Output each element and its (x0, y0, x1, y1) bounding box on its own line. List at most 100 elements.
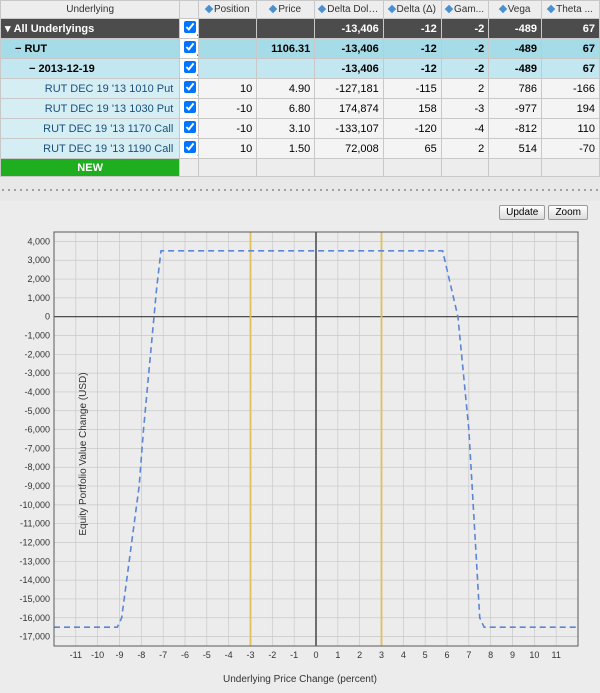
cell-price: 1106.31 (257, 39, 315, 59)
col-position[interactable]: Position (199, 1, 257, 19)
svg-text:7: 7 (466, 650, 471, 660)
col-include[interactable] (180, 1, 199, 19)
svg-text:8: 8 (488, 650, 493, 660)
svg-text:-5,000: -5,000 (24, 406, 50, 416)
cell-vega: -489 (489, 39, 542, 59)
col-delta-dollars[interactable]: Delta Dollars (315, 1, 384, 19)
cell-position: -10 (199, 119, 257, 139)
cell-delta_dollars: 72,008 (315, 139, 384, 159)
col-vega[interactable]: Vega (489, 1, 542, 19)
svg-text:-5: -5 (203, 650, 211, 660)
svg-text:-14,000: -14,000 (19, 575, 50, 585)
svg-text:-3: -3 (246, 650, 254, 660)
row-label[interactable]: − RUT (1, 39, 180, 59)
include-checkbox[interactable] (184, 101, 196, 113)
svg-text:-11: -11 (70, 650, 82, 660)
col-theta-[interactable]: Theta ... (541, 1, 599, 19)
cell-price: 6.80 (257, 99, 315, 119)
col-underlying[interactable]: Underlying (1, 1, 180, 19)
positions-table: Underlying PositionPriceDelta DollarsDelt… (0, 0, 600, 177)
svg-text:-1: -1 (290, 650, 298, 660)
svg-text:0: 0 (45, 312, 50, 322)
cell-delta: -115 (383, 79, 441, 99)
col-gam-[interactable]: Gam... (441, 1, 488, 19)
zoom-button[interactable]: Zoom (548, 205, 588, 220)
include-checkbox[interactable] (184, 61, 196, 73)
cell-price: 1.50 (257, 139, 315, 159)
cell-delta_dollars: -13,406 (315, 59, 384, 79)
row-label[interactable]: RUT DEC 19 '13 1190 Call (1, 139, 180, 159)
cell-delta: -120 (383, 119, 441, 139)
positions-panel: Underlying PositionPriceDelta DollarsDelt… (0, 0, 600, 177)
svg-text:6: 6 (444, 650, 449, 660)
row-label[interactable]: ▾ All Underlyings (1, 19, 180, 39)
svg-text:-4,000: -4,000 (24, 387, 50, 397)
cell-vega: 786 (489, 79, 542, 99)
risk-chart-panel: Update Zoom Equity Portfolio Value Chang… (0, 201, 600, 693)
row-all: ▾ All Underlyings-13,406-12-2-48967 (1, 19, 600, 39)
cell-theta: 194 (541, 99, 599, 119)
cell-vega (489, 159, 542, 177)
cell-vega: 514 (489, 139, 542, 159)
cell-price (257, 159, 315, 177)
chart-x-axis-label: Underlying Price Change (percent) (4, 674, 596, 685)
row-leg: RUT DEC 19 '13 1190 Call101.5072,0086525… (1, 139, 600, 159)
include-checkbox[interactable] (184, 81, 196, 93)
include-checkbox[interactable] (184, 141, 196, 153)
cell-delta (383, 159, 441, 177)
update-button[interactable]: Update (499, 205, 545, 220)
cell-delta_dollars (315, 159, 384, 177)
cell-delta_dollars: 174,874 (315, 99, 384, 119)
cell-theta: 67 (541, 39, 599, 59)
svg-text:10: 10 (529, 650, 539, 660)
row-new[interactable]: NEW (1, 159, 600, 177)
col-price[interactable]: Price (257, 1, 315, 19)
svg-text:-16,000: -16,000 (19, 613, 50, 623)
svg-text:-3,000: -3,000 (24, 368, 50, 378)
svg-text:-6: -6 (181, 650, 189, 660)
svg-text:1: 1 (335, 650, 340, 660)
svg-text:3: 3 (379, 650, 384, 660)
cell-theta: 67 (541, 59, 599, 79)
risk-chart: -11-10-9-8-7-6-5-4-3-2-1012345678910114,… (4, 222, 588, 672)
cell-price: 3.10 (257, 119, 315, 139)
row-rut: − RUT1106.31-13,406-12-2-48967 (1, 39, 600, 59)
cell-gamma: -2 (441, 39, 488, 59)
cell-gamma: -2 (441, 19, 488, 39)
row-label[interactable]: − 2013-12-19 (1, 59, 180, 79)
cell-theta: -166 (541, 79, 599, 99)
include-checkbox[interactable] (184, 121, 196, 133)
cell-position: 10 (199, 79, 257, 99)
cell-position (199, 59, 257, 79)
svg-text:-9,000: -9,000 (24, 481, 50, 491)
svg-text:-1,000: -1,000 (24, 331, 50, 341)
row-leg: RUT DEC 19 '13 1010 Put 104.90-127,181-11… (1, 79, 600, 99)
row-label[interactable]: RUT DEC 19 '13 1010 Put (1, 79, 180, 99)
cell-gamma: -2 (441, 59, 488, 79)
cell-delta_dollars: -133,107 (315, 119, 384, 139)
include-checkbox[interactable] (184, 21, 196, 33)
svg-text:-15,000: -15,000 (19, 594, 50, 604)
svg-text:3,000: 3,000 (27, 255, 50, 265)
svg-text:9: 9 (510, 650, 515, 660)
col-delta-[interactable]: Delta (Δ) (383, 1, 441, 19)
row-label[interactable]: RUT DEC 19 '13 1030 Put (1, 99, 180, 119)
cell-gamma: -4 (441, 119, 488, 139)
svg-text:-8: -8 (137, 650, 145, 660)
include-checkbox[interactable] (184, 41, 196, 53)
svg-text:2,000: 2,000 (27, 274, 50, 284)
row-label[interactable]: NEW (1, 159, 180, 177)
cell-delta_dollars: -13,406 (315, 19, 384, 39)
svg-text:-10: -10 (91, 650, 104, 660)
svg-text:-7,000: -7,000 (24, 443, 50, 453)
row-label[interactable]: RUT DEC 19 '13 1170 Call (1, 119, 180, 139)
chart-y-axis-label: Equity Portfolio Value Change (USD) (78, 372, 89, 535)
cell-vega: -977 (489, 99, 542, 119)
cell-delta: -12 (383, 39, 441, 59)
cell-price: 4.90 (257, 79, 315, 99)
svg-text:-7: -7 (159, 650, 167, 660)
cell-delta_dollars: -127,181 (315, 79, 384, 99)
cell-delta: -12 (383, 19, 441, 39)
cell-price (257, 19, 315, 39)
cell-position (199, 159, 257, 177)
